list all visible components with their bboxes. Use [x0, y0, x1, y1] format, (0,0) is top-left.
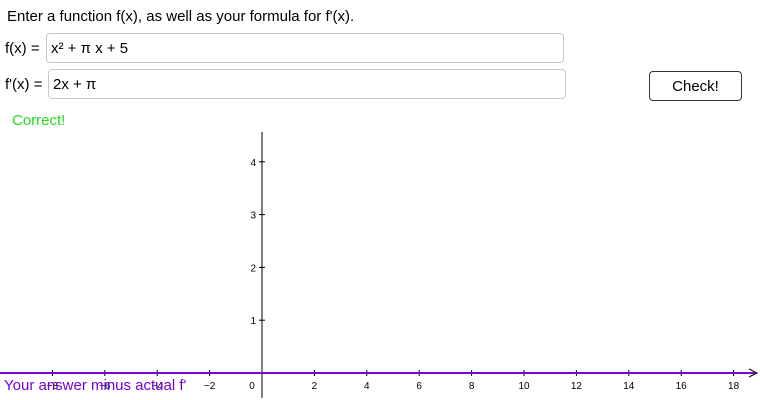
x-tick-label: 16: [676, 381, 688, 392]
x-tick-label: 12: [571, 381, 583, 392]
x-tick-label: −6: [99, 381, 111, 392]
origin-label: 0: [249, 381, 255, 392]
y-tick-label: 4: [250, 158, 256, 169]
x-tick-label: −4: [151, 381, 163, 392]
y-tick-label: 1: [250, 316, 256, 327]
x-axis-arrow: [748, 368, 759, 378]
x-tick-label: 8: [469, 381, 475, 392]
x-tick-label: 14: [623, 381, 635, 392]
fx-label: f(x) =: [5, 40, 40, 57]
graph-caption: Your answer minus actual f': [4, 377, 187, 394]
fprime-label: f'(x) =: [5, 76, 43, 93]
status-message: Correct!: [12, 112, 66, 129]
y-tick-label: 2: [250, 263, 256, 274]
fprime-input[interactable]: [48, 69, 566, 99]
y-tick-label: 3: [250, 211, 256, 222]
x-tick-label: −8: [47, 381, 59, 392]
fx-input[interactable]: [46, 33, 564, 63]
x-tick-label: 18: [728, 381, 740, 392]
x-tick-label: 10: [518, 381, 530, 392]
x-tick-label: −2: [204, 381, 216, 392]
instruction-text: Enter a function f(x), as well as your f…: [7, 8, 355, 25]
x-tick-label: 4: [364, 381, 370, 392]
x-tick-label: 2: [312, 381, 318, 392]
x-tick-label: 6: [416, 381, 422, 392]
check-button[interactable]: Check!: [649, 71, 742, 101]
